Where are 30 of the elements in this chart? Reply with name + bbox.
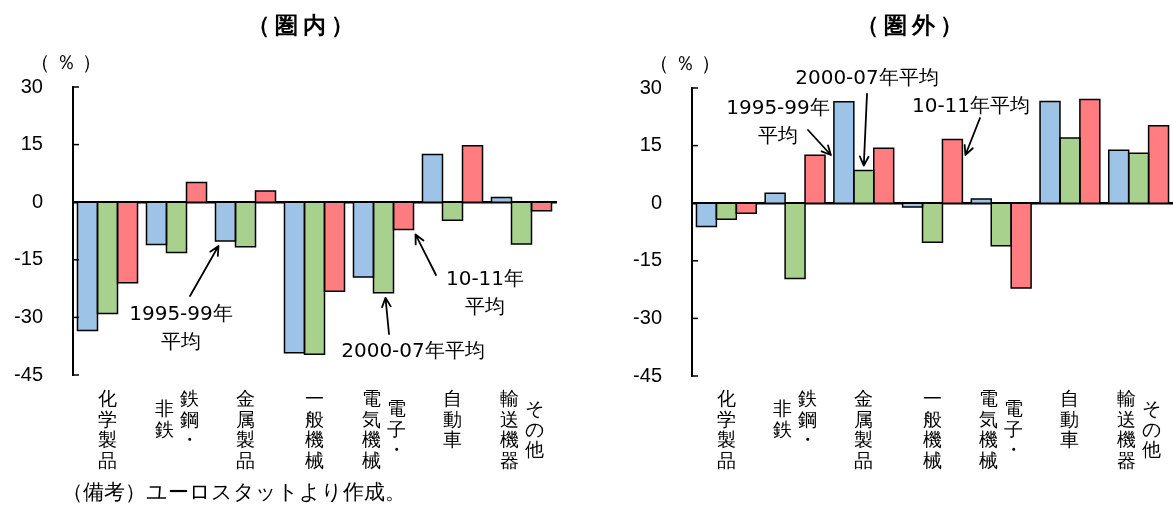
text: （備考）ユーロスタットより作成。 xyxy=(62,480,406,504)
y-tick-label: -45 xyxy=(633,363,662,386)
x-tick-label: 化学製品 xyxy=(98,387,117,471)
x-tick-label: 化学製品 xyxy=(716,387,736,471)
y-tick-label: 15 xyxy=(20,132,43,155)
y-tick-label: 30 xyxy=(639,75,662,98)
x-tick-label: 金属製品 xyxy=(236,387,255,471)
y-tick-label: 15 xyxy=(639,133,662,156)
chart-title: （圏外） xyxy=(856,12,968,38)
y-tick-label: 0 xyxy=(31,189,43,212)
series-label: 1995-99年平均 xyxy=(128,300,234,355)
x-tick-label: 金属製品 xyxy=(854,387,874,471)
y-tick-label: 30 xyxy=(20,74,43,97)
y-tick-label: -15 xyxy=(633,248,662,271)
series-label: 10-11年平均 xyxy=(911,92,1031,119)
x-tick-label: 一般機械 xyxy=(305,387,324,471)
y-axis-title: （％） xyxy=(30,50,108,74)
chart-title: （圏内） xyxy=(247,12,359,38)
text: 2000-07年平均 xyxy=(795,64,939,91)
x-tick-label: 一般機械 xyxy=(923,387,942,471)
y-axis-title: （％） xyxy=(649,51,727,75)
y-tick-label: -45 xyxy=(14,362,43,385)
text: 10-11年平均 xyxy=(444,265,526,320)
y-tick-label: -30 xyxy=(14,304,43,327)
x-tick-label: 自動車 xyxy=(443,387,462,450)
y-tick-label: -30 xyxy=(633,305,662,328)
series-label: 2000-07年平均 xyxy=(341,337,485,364)
y-tick-label: -15 xyxy=(14,247,43,270)
x-tick-label: 自動車 xyxy=(1060,387,1080,450)
y-tick-label: 0 xyxy=(650,190,662,213)
